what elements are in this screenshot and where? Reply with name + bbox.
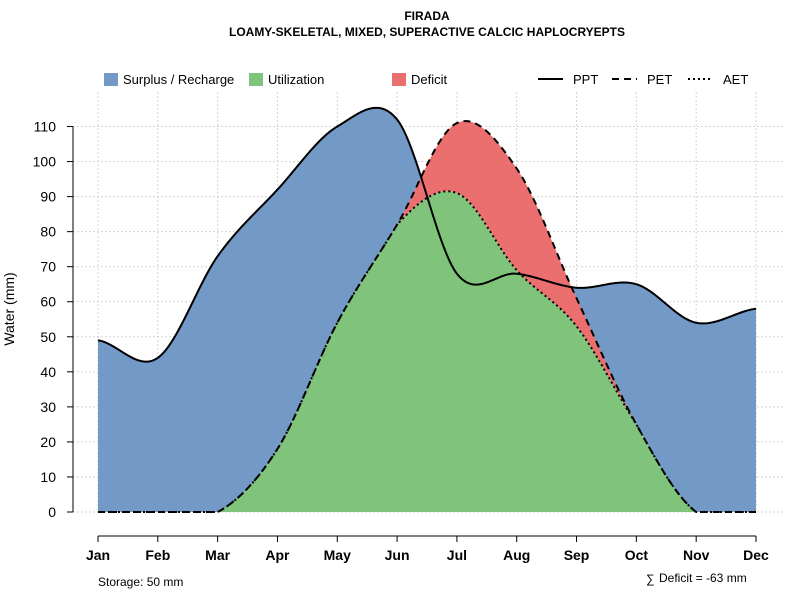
y-tick-label: 20 <box>40 434 56 450</box>
legend-label: Surplus / Recharge <box>123 72 234 87</box>
legend-swatch <box>104 73 118 86</box>
storage-note: Storage: 50 mm <box>98 575 183 589</box>
x-tick-label: Jul <box>447 547 467 563</box>
chart-subtitle: LOAMY-SKELETAL, MIXED, SUPERACTIVE CALCI… <box>229 25 625 39</box>
x-tick-label: May <box>324 547 351 563</box>
y-tick-label: 100 <box>33 154 57 170</box>
x-tick-label: Dec <box>743 547 769 563</box>
x-tick-label: Jun <box>385 547 410 563</box>
area-fills <box>98 107 756 512</box>
sum-symbol: ∑ <box>646 572 655 586</box>
y-tick-label: 80 <box>40 224 56 240</box>
series-lines <box>97 106 757 513</box>
y-tick-label: 10 <box>40 469 56 485</box>
y-tick-label: 30 <box>40 399 56 415</box>
legend-label: AET <box>723 72 748 87</box>
x-tick-label: Nov <box>683 547 710 563</box>
y-tick-label: 70 <box>40 259 56 275</box>
x-tick-label: Feb <box>145 547 170 563</box>
utilization-area <box>98 191 756 512</box>
x-tick-label: Aug <box>503 547 530 563</box>
legend-label: Deficit <box>411 72 448 87</box>
deficit-note: Deficit = -63 mm <box>659 571 747 585</box>
axes: 0 10 20 30 40 50 60 70 80 90 100 110 Jan Feb Mar Apr May… <box>33 119 769 563</box>
y-axis-label: Water (mm) <box>1 272 17 345</box>
y-tick-label: 90 <box>40 189 56 205</box>
pet-line <box>98 120 756 513</box>
y-tick-label: 0 <box>48 504 56 520</box>
y-tick-label: 110 <box>34 119 57 135</box>
legend-label: Utilization <box>268 72 324 87</box>
x-tick-label: Oct <box>625 547 649 563</box>
chart-title: FIRADA <box>404 9 450 23</box>
y-tick-label: 40 <box>40 364 56 380</box>
x-tick-label: Mar <box>205 547 230 563</box>
legend-label: PPT <box>573 72 598 87</box>
ppt-line <box>97 106 757 363</box>
legend-swatch <box>392 73 406 86</box>
legend-swatch <box>249 73 263 86</box>
legend: Surplus / Recharge Utilization Deficit PPT P… <box>104 72 748 87</box>
x-tick-label: Jan <box>86 547 110 563</box>
x-tick-label: Sep <box>564 547 590 563</box>
y-tick-label: 50 <box>40 329 56 345</box>
legend-label: PET <box>647 72 672 87</box>
y-tick-label: 60 <box>40 294 56 310</box>
x-tick-label: Apr <box>265 547 290 563</box>
